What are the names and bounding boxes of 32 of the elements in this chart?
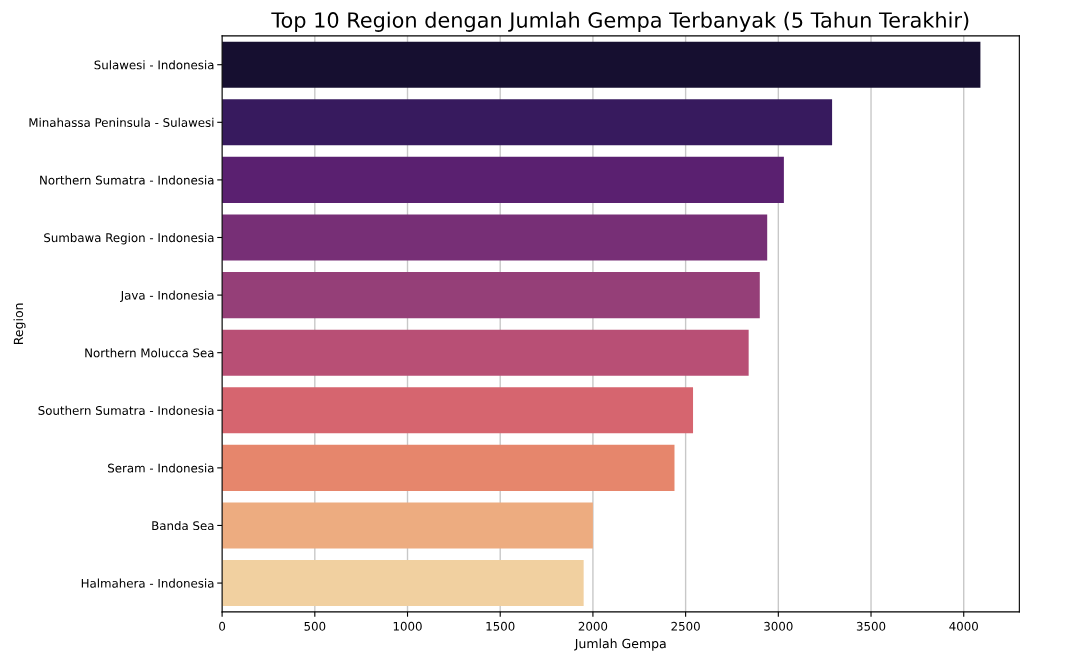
y-tick-label: Southern Sumatra - Indonesia [38,405,214,415]
y-tick-label: Sumbawa Region - Indonesia [44,233,214,245]
bar [222,329,749,376]
bar [222,387,694,434]
bar [222,502,593,549]
x-tick-label: 500 [304,621,326,631]
x-tick-label: 2500 [671,621,700,631]
x-tick-label: 3000 [764,621,793,631]
bar [222,444,675,491]
chart-title: Top 10 Region dengan Jumlah Gempa Terbanyak (5 Tahun Terakhir) [271,11,969,32]
bar [222,560,584,607]
y-tick-label: Halmahera - Indonesia [81,578,214,588]
bar [222,156,784,203]
x-tick-label: 3500 [856,621,886,631]
y-tick-label: Sulawesi - Indonesia [94,60,214,70]
y-tick-label: Northern Sumatra - Indonesia [40,175,214,185]
y-tick-label: Java - Indonesia [120,290,214,302]
y-tick-label: Seram - Indonesia [108,463,214,473]
x-tick-label: 1000 [393,621,422,631]
bar [222,214,768,261]
y-axis-title: Region [13,303,26,345]
y-tick-label: Northern Molucca Sea [85,348,214,358]
x-tick-label: 0 [219,621,226,631]
bar [222,272,760,319]
x-tick-label: 2000 [578,621,608,631]
x-axis-title: Jumlah Gempa [574,638,666,651]
bar [222,99,833,146]
bar [222,41,981,88]
x-tick-label: 1500 [486,621,515,631]
x-tick-label: 4000 [949,621,978,631]
y-tick-label: Minahassa Peninsula - Sulawesi [29,117,214,127]
y-tick-label: Banda Sea [152,520,214,531]
